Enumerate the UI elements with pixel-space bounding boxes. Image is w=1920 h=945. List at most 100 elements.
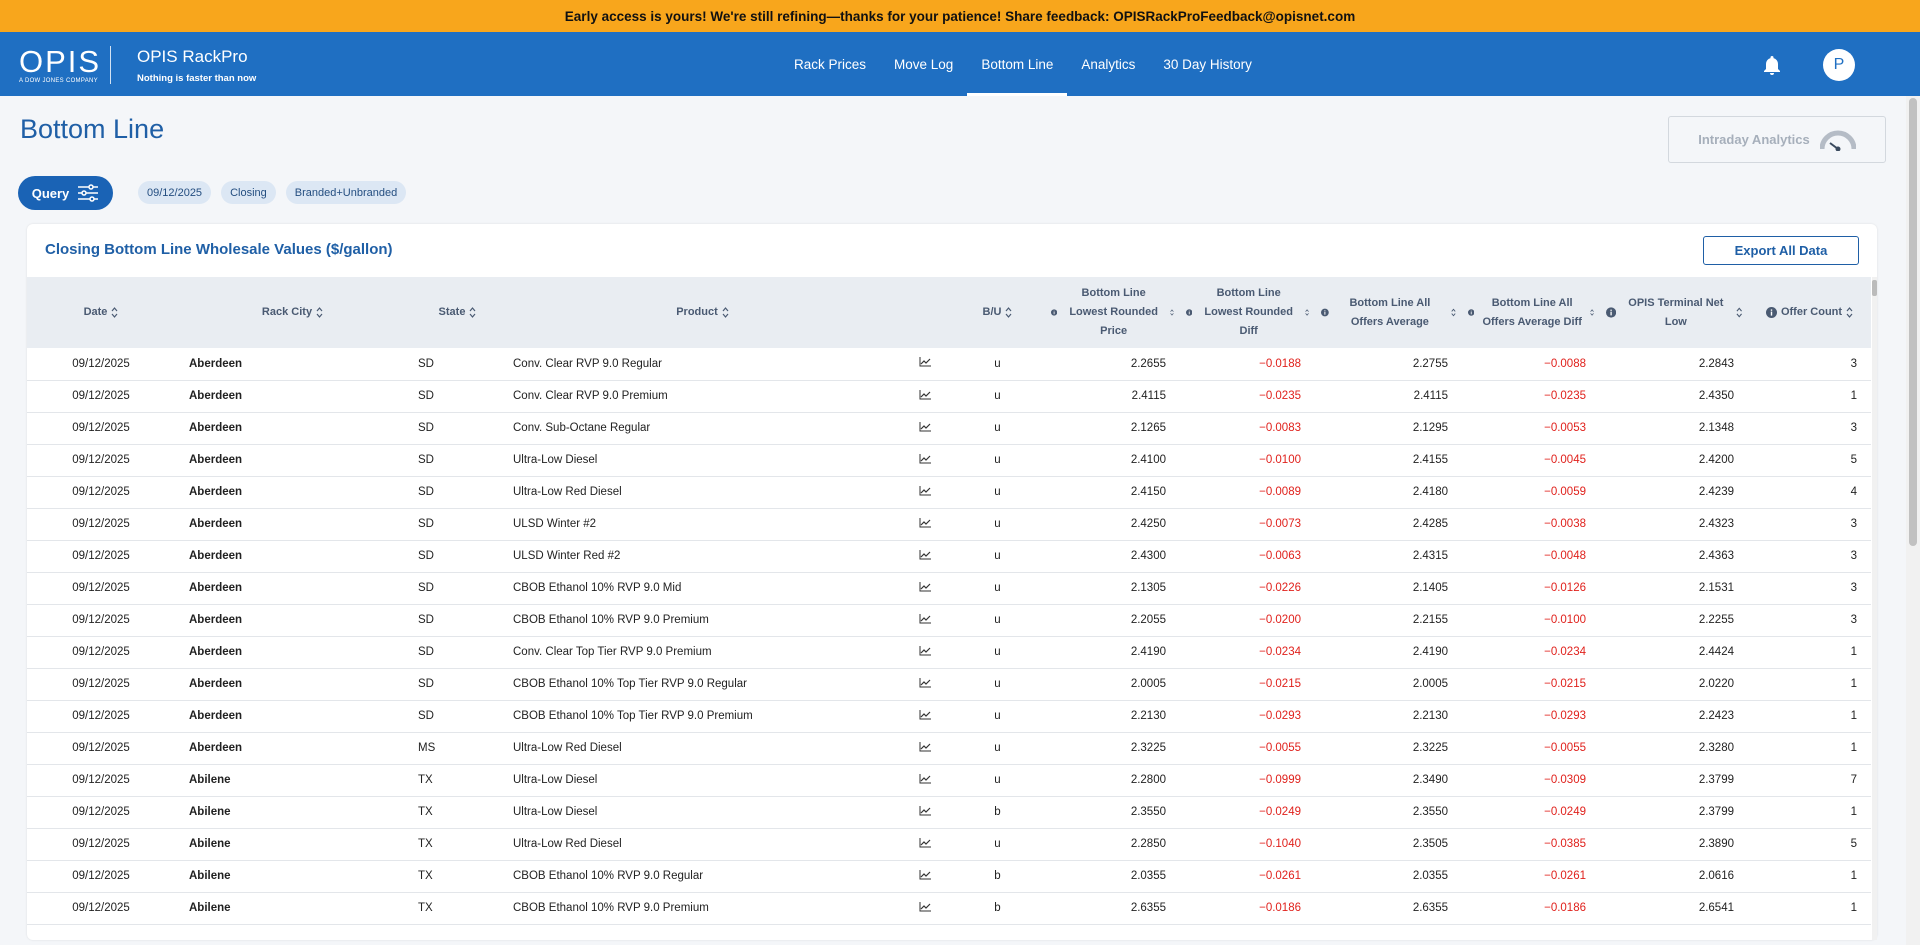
column-header[interactable]: Rack City: [175, 277, 410, 348]
chart-icon[interactable]: [919, 870, 931, 880]
chart-icon[interactable]: [919, 838, 931, 848]
offers-average: 2.3225: [1413, 742, 1448, 754]
chart-icon[interactable]: [919, 614, 931, 624]
chart-icon[interactable]: [919, 550, 931, 560]
logo[interactable]: OPIS: [19, 46, 101, 77]
chart-icon[interactable]: [919, 646, 931, 656]
column-header[interactable]: [900, 277, 950, 348]
sort-icon[interactable]: [1590, 307, 1594, 318]
table-row[interactable]: 09/12/2025AberdeenSDConv. Clear RVP 9.0 …: [27, 348, 1871, 380]
info-icon[interactable]: [1051, 307, 1057, 318]
column-header[interactable]: Bottom Line Lowest Rounded Diff: [1180, 277, 1315, 348]
table-row[interactable]: 09/12/2025AberdeenSDConv. Sub-Octane Reg…: [27, 412, 1871, 444]
offer-count-cell: 1: [1748, 796, 1871, 828]
column-header[interactable]: Product: [505, 277, 900, 348]
table-row[interactable]: 09/12/2025AberdeenSDConv. Clear RVP 9.0 …: [27, 380, 1871, 412]
chart-icon[interactable]: [919, 518, 931, 528]
product: ULSD Winter Red #2: [513, 550, 620, 562]
chart-icon[interactable]: [919, 454, 931, 464]
column-header[interactable]: OPIS Terminal Net Low: [1600, 277, 1748, 348]
info-icon[interactable]: [1468, 307, 1474, 318]
avatar[interactable]: P: [1823, 49, 1855, 81]
table-row[interactable]: 09/12/2025AberdeenSDCBOB Ethanol 10% Top…: [27, 700, 1871, 732]
info-icon[interactable]: [1606, 307, 1616, 318]
sort-icon[interactable]: [1846, 307, 1853, 318]
header-label: Rack City: [262, 303, 312, 322]
table-row[interactable]: 09/12/2025AberdeenSDUltra-Low Red Diesel…: [27, 476, 1871, 508]
intraday-button[interactable]: Intraday Analytics: [1668, 116, 1886, 163]
table-row[interactable]: 09/12/2025AberdeenSDUltra-Low Dieselu2.4…: [27, 444, 1871, 476]
sort-icon[interactable]: [1005, 307, 1012, 318]
chart-cell: [900, 476, 950, 508]
table-row[interactable]: 09/12/2025AbileneTXCBOB Ethanol 10% RVP …: [27, 860, 1871, 892]
offers-average: 2.2155: [1413, 614, 1448, 626]
chart-icon[interactable]: [919, 422, 931, 432]
export-button[interactable]: Export All Data: [1703, 236, 1859, 265]
sort-icon[interactable]: [1736, 307, 1742, 318]
sort-icon[interactable]: [1451, 307, 1456, 318]
rack-city: Abilene: [189, 806, 231, 818]
notifications[interactable]: [1762, 54, 1782, 76]
query-button[interactable]: Query: [18, 176, 113, 210]
column-header[interactable]: State: [410, 277, 505, 348]
nav-item[interactable]: Analytics: [1067, 32, 1149, 96]
rack-city-cell: Aberdeen: [175, 732, 410, 764]
column-header[interactable]: Bottom Line All Offers Average Diff: [1462, 277, 1600, 348]
sort-icon[interactable]: [469, 307, 476, 318]
nav-item[interactable]: Bottom Line: [967, 32, 1067, 96]
table-row[interactable]: 09/12/2025AberdeenSDConv. Clear Top Tier…: [27, 636, 1871, 668]
chart-icon[interactable]: [919, 806, 931, 816]
page-scroll-thumb[interactable]: [1909, 98, 1917, 546]
chart-icon[interactable]: [919, 582, 931, 592]
info-icon[interactable]: [1766, 307, 1777, 318]
table-row[interactable]: 09/12/2025AbileneTXUltra-Low Dieselb2.35…: [27, 796, 1871, 828]
table-row[interactable]: 09/12/2025AbileneTXCBOB Ethanol 10% RVP …: [27, 892, 1871, 924]
sort-icon[interactable]: [316, 307, 323, 318]
chart-icon[interactable]: [919, 486, 931, 496]
filter-chip[interactable]: 09/12/2025: [138, 181, 211, 204]
table-row[interactable]: 09/12/2025AberdeenSDULSD Winter #2u2.425…: [27, 508, 1871, 540]
date-cell: 09/12/2025: [27, 476, 175, 508]
rack-city: Aberdeen: [189, 614, 242, 626]
table-row[interactable]: 09/12/2025AberdeenSDCBOB Ethanol 10% RVP…: [27, 572, 1871, 604]
table-row[interactable]: 09/12/2025AberdeenMSUltra-Low Red Diesel…: [27, 732, 1871, 764]
product: Ultra-Low Red Diesel: [513, 838, 622, 850]
sort-icon[interactable]: [722, 307, 729, 318]
product: Conv. Sub-Octane Regular: [513, 422, 650, 434]
chart-icon[interactable]: [919, 902, 931, 912]
chart-icon[interactable]: [919, 678, 931, 688]
table-scroll-thumb[interactable]: [1872, 280, 1877, 296]
column-header[interactable]: B/U: [950, 277, 1045, 348]
column-header[interactable]: Bottom Line All Offers Average: [1315, 277, 1462, 348]
nav-item[interactable]: 30 Day History: [1149, 32, 1266, 96]
chart-icon[interactable]: [919, 774, 931, 784]
chart-icon[interactable]: [919, 710, 931, 720]
column-header[interactable]: Date: [27, 277, 175, 348]
column-header[interactable]: Bottom Line Lowest Rounded Price: [1045, 277, 1180, 348]
sort-icon[interactable]: [111, 307, 118, 318]
rack-city-cell: Abilene: [175, 764, 410, 796]
info-icon[interactable]: [1321, 307, 1329, 318]
filter-chip[interactable]: Closing: [221, 181, 276, 204]
table-row[interactable]: 09/12/2025AbileneTXUltra-Low Dieselu2.28…: [27, 764, 1871, 796]
column-header[interactable]: Offer Count: [1748, 277, 1871, 348]
chart-icon[interactable]: [919, 357, 931, 367]
sort-icon[interactable]: [1170, 307, 1174, 318]
chart-icon[interactable]: [919, 390, 931, 400]
sort-icon[interactable]: [1305, 307, 1309, 318]
offers-average-diff: −0.0234: [1544, 646, 1586, 658]
info-icon[interactable]: [1186, 307, 1192, 318]
table-row[interactable]: 09/12/2025AbileneTXUltra-Low Red Dieselu…: [27, 828, 1871, 860]
table-row[interactable]: 09/12/2025AberdeenSDULSD Winter Red #2u2…: [27, 540, 1871, 572]
branded-unbranded: u: [994, 358, 1000, 370]
terminal-net-low-cell: 2.0616: [1600, 860, 1748, 892]
table-row[interactable]: 09/12/2025AberdeenSDCBOB Ethanol 10% Top…: [27, 668, 1871, 700]
nav-item[interactable]: Rack Prices: [780, 32, 880, 96]
lowest-diff-cell: −0.1040: [1180, 828, 1315, 860]
rack-city: Aberdeen: [189, 454, 242, 466]
chart-icon[interactable]: [919, 742, 931, 752]
nav-item[interactable]: Move Log: [880, 32, 967, 96]
filter-chip[interactable]: Branded+Unbranded: [286, 181, 406, 204]
table-row[interactable]: 09/12/2025AberdeenSDCBOB Ethanol 10% RVP…: [27, 604, 1871, 636]
offers-average: 2.3490: [1413, 774, 1448, 786]
